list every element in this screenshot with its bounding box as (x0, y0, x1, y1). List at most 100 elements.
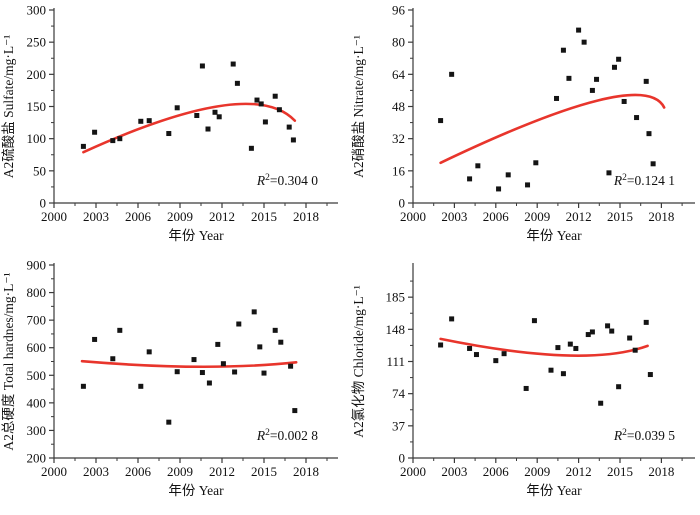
x-tick-label: 2012 (566, 464, 592, 479)
data-point (525, 182, 531, 188)
tick-labels: 2000 2003 2006 2009 2012 2015 2018 0 16 32 48 64 80 9… (392, 3, 674, 225)
data-point (493, 358, 499, 364)
x-tick-label: 2000 (41, 209, 67, 224)
data-point (647, 372, 653, 378)
data-point (589, 329, 595, 335)
y-tick-label: 64 (392, 67, 406, 82)
data-point (560, 371, 566, 377)
data-point (166, 419, 172, 425)
y-tick-label: 96 (392, 3, 406, 18)
x-tick-label: 2003 (441, 464, 467, 479)
data-point (272, 327, 278, 333)
data-point (288, 363, 294, 369)
data-points (438, 316, 653, 406)
data-point (598, 400, 604, 406)
nitrate-chart: 2000 2003 2006 2009 2012 2015 2018 0 16 32 48 64 80 9… (351, 3, 695, 243)
data-point (609, 328, 615, 334)
data-point (194, 113, 200, 119)
data-point (276, 107, 282, 113)
y-tick-label: 400 (27, 395, 47, 410)
x-tick-label: 2009 (524, 464, 550, 479)
data-point (272, 93, 278, 99)
data-point (230, 61, 236, 67)
data-point (554, 95, 560, 101)
x-tick-label: 2015 (251, 464, 277, 479)
y-tick-label: 111 (386, 354, 405, 369)
r-squared-annotation: R2=0.304 0 (256, 173, 318, 188)
data-point (251, 309, 257, 315)
y-tick-label: 0 (40, 196, 47, 211)
x-tick-label: 2006 (483, 464, 510, 479)
data-point (531, 318, 537, 324)
data-points (80, 309, 298, 425)
x-tick-label: 2000 (41, 464, 67, 479)
data-point (473, 352, 479, 358)
data-point (117, 327, 123, 333)
data-point (92, 129, 98, 135)
x-axis-title: 年份 Year (526, 228, 582, 243)
data-point (475, 163, 481, 169)
data-point (258, 101, 264, 107)
data-point (616, 56, 622, 62)
y-tick-label: 80 (392, 35, 405, 50)
x-tick-label: 2003 (83, 464, 109, 479)
x-tick-label: 2006 (125, 464, 152, 479)
x-tick-label: 2015 (251, 209, 277, 224)
y-tick-label: 50 (33, 163, 46, 178)
x-tick-label: 2006 (125, 209, 152, 224)
y-tick-label: 74 (392, 386, 406, 401)
total-hardness-chart: 2000 2003 2006 2009 2012 2015 2018 200 300 400 500… (1, 258, 338, 498)
y-axis-title: A2总硬度 Total hardnes/mg·L⁻¹ (1, 272, 16, 450)
data-point (220, 361, 226, 367)
data-point (634, 115, 640, 121)
data-points (80, 61, 296, 151)
x-tick-label: 2015 (607, 209, 633, 224)
data-point (449, 316, 455, 322)
data-point (632, 347, 638, 353)
y-tick-label: 37 (392, 418, 406, 433)
data-point (257, 344, 263, 350)
axes (49, 8, 338, 208)
x-tick-label: 2006 (483, 209, 510, 224)
data-point (199, 63, 205, 69)
y-tick-label: 48 (392, 99, 405, 114)
data-point (292, 408, 298, 414)
x-tick-label: 2009 (167, 464, 193, 479)
y-tick-label: 0 (399, 196, 406, 211)
trend-line (82, 102, 297, 154)
y-tick-label: 185 (386, 290, 406, 305)
axes (408, 8, 695, 208)
y-tick-label: 700 (27, 313, 47, 328)
tick-labels: 2000 2003 2006 2009 2012 2015 2018 0 37 74 111 148 1… (386, 290, 675, 479)
data-point (216, 114, 222, 120)
data-point (92, 336, 98, 342)
data-point (290, 137, 296, 143)
data-point (627, 335, 633, 341)
x-tick-label: 2003 (83, 209, 109, 224)
data-point (286, 124, 292, 130)
trend-line (439, 93, 666, 165)
x-tick-label: 2012 (566, 209, 592, 224)
data-point (234, 80, 240, 86)
data-point (438, 118, 444, 124)
x-tick-label: 2018 (648, 464, 674, 479)
r-squared-annotation: R2=0.039 5 (613, 428, 675, 443)
data-point (533, 160, 539, 166)
data-point (261, 370, 267, 376)
sulfate-panel: 2000 2003 2006 2009 2012 2015 2018 0 50 100 150 200… (0, 0, 350, 255)
r-squared-annotation: R2=0.002 8 (256, 428, 318, 443)
data-point (248, 145, 254, 151)
y-tick-label: 32 (392, 131, 405, 146)
data-point (643, 78, 649, 84)
data-point (594, 76, 600, 82)
data-points (438, 27, 656, 192)
x-tick-label: 2015 (607, 464, 633, 479)
data-point (585, 332, 591, 338)
trend-line (80, 359, 298, 369)
data-point (232, 369, 238, 375)
sulfate-chart: 2000 2003 2006 2009 2012 2015 2018 0 50 100 150 200… (1, 3, 338, 243)
data-point (621, 98, 627, 104)
data-point (467, 345, 473, 351)
data-point (138, 118, 144, 124)
